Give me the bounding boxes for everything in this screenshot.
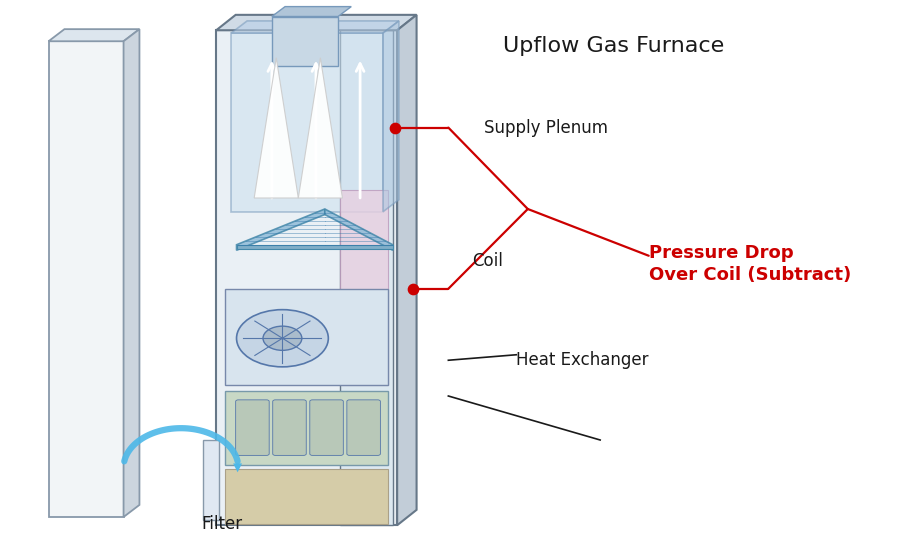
FancyBboxPatch shape	[236, 400, 269, 455]
Text: Heat Exchanger: Heat Exchanger	[517, 351, 649, 369]
FancyBboxPatch shape	[340, 30, 392, 525]
FancyBboxPatch shape	[310, 400, 343, 455]
Polygon shape	[231, 21, 399, 33]
Polygon shape	[123, 29, 140, 517]
FancyBboxPatch shape	[49, 41, 123, 517]
FancyBboxPatch shape	[225, 469, 388, 524]
Text: Supply Plenum: Supply Plenum	[483, 119, 608, 136]
FancyBboxPatch shape	[225, 390, 388, 465]
FancyBboxPatch shape	[231, 33, 383, 212]
Polygon shape	[298, 58, 342, 198]
Point	[406, 284, 420, 293]
FancyBboxPatch shape	[346, 400, 381, 455]
Polygon shape	[237, 245, 392, 249]
FancyBboxPatch shape	[340, 190, 388, 385]
FancyBboxPatch shape	[216, 30, 397, 525]
Point	[388, 123, 402, 132]
Text: Upflow Gas Furnace: Upflow Gas Furnace	[503, 36, 724, 56]
Text: Filter: Filter	[202, 515, 242, 532]
Text: Pressure Drop
Over Coil (Subtract): Pressure Drop Over Coil (Subtract)	[649, 244, 851, 284]
FancyBboxPatch shape	[272, 16, 338, 66]
FancyBboxPatch shape	[203, 440, 219, 520]
FancyBboxPatch shape	[273, 400, 306, 455]
Circle shape	[263, 326, 302, 350]
Polygon shape	[254, 58, 298, 198]
Polygon shape	[325, 209, 392, 250]
Polygon shape	[397, 15, 417, 525]
Text: Coil: Coil	[472, 252, 503, 270]
Polygon shape	[237, 209, 325, 250]
Polygon shape	[383, 21, 399, 212]
Polygon shape	[49, 29, 140, 41]
Polygon shape	[216, 15, 417, 30]
Circle shape	[237, 310, 328, 367]
FancyBboxPatch shape	[225, 289, 388, 385]
Polygon shape	[272, 7, 351, 16]
